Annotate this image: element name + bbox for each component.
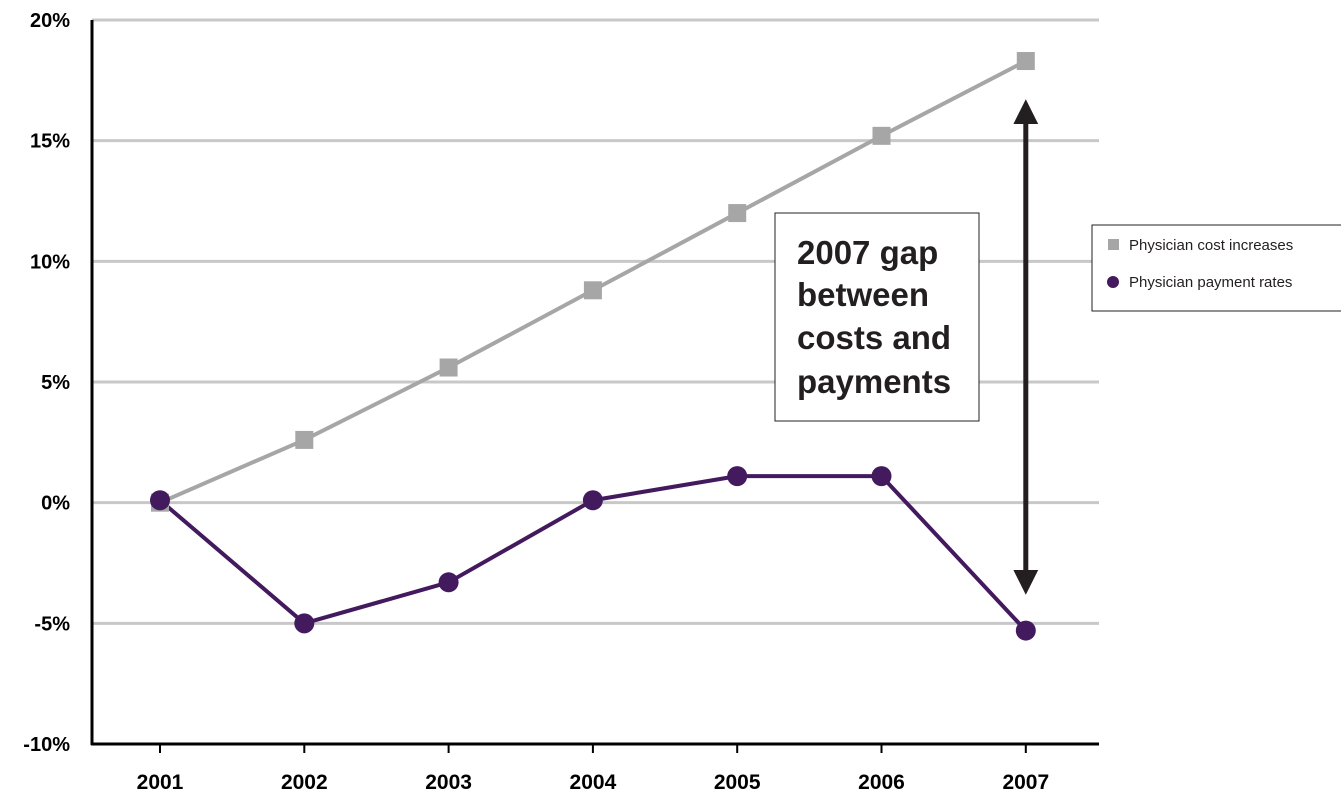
x-tick-label: 2004 <box>570 771 617 794</box>
series <box>150 52 1036 641</box>
x-tick-label: 2003 <box>425 771 472 794</box>
data-point-payment <box>438 572 459 593</box>
data-point-cost <box>1016 52 1035 71</box>
data-point-payment <box>294 613 315 634</box>
data-point-payment <box>582 490 603 511</box>
legend-box <box>1091 224 1341 312</box>
y-tick-label: 10% <box>30 251 70 273</box>
legend-label-payment: Physician payment rates <box>1129 274 1292 291</box>
axes: 20% 15% 10% 5% 0% -5% -10% 2001 2002 2003 2004 2005… <box>23 10 1099 794</box>
y-tick-label: -10% <box>23 734 70 756</box>
legend: Physician cost increases Physician payme… <box>1091 224 1341 312</box>
x-tick-label: 2007 <box>1002 771 1049 794</box>
y-tick-label: 20% <box>30 10 70 32</box>
x-tick-label: 2005 <box>714 771 761 794</box>
x-tick-label: 2002 <box>281 771 328 794</box>
data-point-cost <box>295 430 314 449</box>
y-tick-label: 5% <box>41 372 70 394</box>
gap-annotation: 2007 gap between costs and payments <box>774 212 980 422</box>
data-point-cost <box>439 358 458 377</box>
y-tick-label: -5% <box>34 613 70 635</box>
legend-swatch-payment <box>1107 276 1119 288</box>
y-tick-label: 0% <box>41 493 70 515</box>
legend-label-cost: Physician cost increases <box>1129 237 1293 254</box>
legend-swatch-cost <box>1108 239 1119 250</box>
data-point-payment <box>871 466 892 487</box>
annotation-line-2: between <box>797 276 929 313</box>
data-point-payment <box>150 490 170 511</box>
annotation-line-1: 2007 gap <box>797 234 938 271</box>
annotation-line-4: payments <box>797 363 951 400</box>
data-point-payment <box>727 466 748 487</box>
x-tick-label: 2006 <box>858 771 905 794</box>
data-point-cost <box>583 281 602 300</box>
annotation-box <box>774 212 980 422</box>
data-point-cost <box>872 126 891 145</box>
data-point-payment <box>1015 620 1036 641</box>
x-tick-label: 2001 <box>137 771 184 794</box>
annotation-line-3: costs and <box>797 319 951 356</box>
data-point-cost <box>728 204 747 223</box>
y-tick-label: 15% <box>30 131 70 153</box>
